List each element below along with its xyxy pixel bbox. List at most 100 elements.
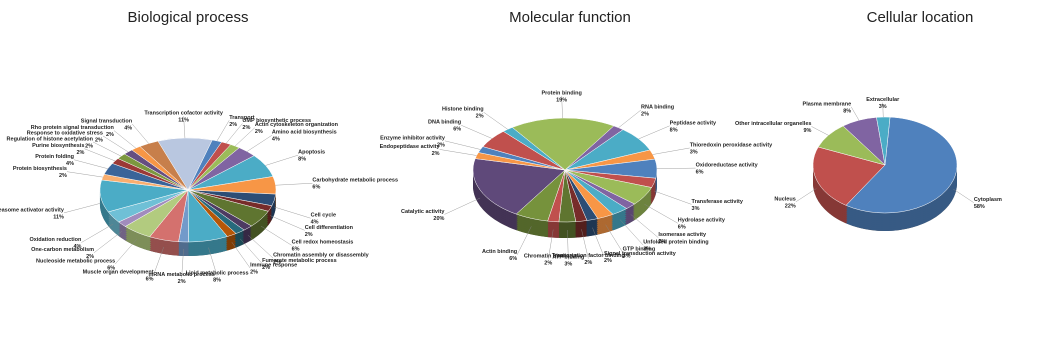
slice-value-label: 2% — [76, 150, 84, 156]
slice-value-label: 4% — [73, 244, 81, 250]
slice-value-label: 2% — [242, 125, 250, 131]
slice-value-label: 4% — [272, 137, 280, 143]
leader-line — [270, 215, 305, 231]
slice-label: Histone binding — [442, 107, 484, 113]
slice-value-label: 2% — [250, 270, 258, 276]
slice-value-label: 2% — [658, 239, 666, 245]
slice-value-label: 6% — [312, 185, 320, 191]
slice-label: Chromatin assembly or disassembly — [273, 253, 370, 259]
leader-line — [444, 197, 481, 215]
slice-label: Other intracellular organelles — [735, 121, 811, 127]
chart-title: Biological process — [128, 9, 249, 26]
slice-label: Muscle organ development — [83, 269, 154, 275]
leader-line — [461, 125, 492, 139]
slice-value-label: 6% — [146, 276, 154, 282]
slice-label: Fumarate metabolic process — [262, 258, 337, 264]
leader-line — [638, 125, 670, 140]
slice-label: Oxidation reduction — [29, 237, 82, 243]
leader-line — [444, 140, 481, 150]
slice-label: Response to oxidative stress — [27, 130, 103, 136]
leader-line — [113, 130, 136, 149]
slice-label: Cytoplasm — [974, 197, 1002, 203]
leader-line — [234, 127, 256, 147]
leader-line — [102, 135, 129, 153]
leader-line — [630, 214, 659, 238]
slice-label: Cell redox homeostasis — [292, 240, 354, 246]
leader-line — [132, 123, 149, 144]
slice-value-label: 2% — [476, 114, 484, 120]
leader-line — [953, 188, 974, 203]
leader-line — [240, 238, 263, 264]
leader-line — [247, 234, 274, 259]
leader-line — [226, 123, 243, 144]
slice-value-label: 2% — [59, 173, 67, 179]
slice-label: Nucleoside metabolic process — [36, 258, 115, 264]
slice-label: UMP biosynthetic process — [242, 118, 311, 124]
leader-line — [183, 116, 186, 139]
leader-line — [265, 154, 299, 166]
slice-label: Enzyme inhibitor activity — [380, 135, 446, 141]
slice-label: Plasma membrane — [803, 101, 852, 107]
leader-line — [795, 188, 817, 203]
leader-line — [548, 229, 554, 260]
leader-line — [592, 227, 605, 257]
slice-label: Transferase activity — [692, 199, 744, 205]
leader-line — [246, 135, 273, 152]
slice-value-label: 4% — [311, 220, 319, 226]
leader-line — [654, 190, 692, 205]
slice-value-label: 2% — [273, 260, 281, 266]
slice-value-label: 2% — [584, 260, 592, 266]
slice-label: Thioredoxin peroxidase activity — [690, 142, 773, 148]
leader-line — [618, 109, 642, 128]
slice-label: RNA binding — [641, 104, 674, 110]
leader-line — [81, 223, 114, 243]
leader-line — [850, 106, 860, 121]
slice-label: Chromatin binding — [524, 254, 573, 260]
slice-value-label: 2% — [604, 258, 612, 264]
slice-label: Unfolded protein binding — [643, 240, 708, 246]
leader-line — [483, 112, 508, 130]
slice-label: Actin binding — [482, 249, 517, 255]
slice-value-label: 2% — [86, 254, 94, 260]
chart-title: Cellular location — [867, 9, 974, 26]
leader-line — [66, 171, 103, 178]
slice-label: Proteasome activator activity — [0, 207, 65, 213]
slice-value-label: 11% — [53, 214, 64, 220]
leader-line — [652, 147, 690, 155]
slice-value-label: 6% — [453, 127, 461, 133]
slice-value-label: 2% — [95, 137, 103, 143]
slice-label: Amino acid biosynthesis — [272, 130, 337, 136]
leader-line — [63, 203, 101, 214]
slice-value-label: 2% — [305, 232, 313, 238]
leader-line — [208, 247, 218, 276]
leader-line — [882, 102, 884, 118]
slice-value-label: 3% — [564, 261, 572, 267]
slice-value-label: 6% — [107, 265, 115, 271]
slice-label: Catalytic activity — [401, 209, 445, 215]
slice-value-label: 3% — [643, 247, 651, 253]
slice-value-label: 8% — [843, 108, 851, 114]
slice — [812, 146, 886, 206]
leader-line — [216, 120, 230, 142]
leader-line — [260, 225, 292, 246]
slice-label: Purine biosynthesis — [32, 143, 84, 149]
slice-value-label: 6% — [292, 247, 300, 253]
leader-line — [92, 141, 122, 157]
slice-label: Hydrolase activity — [678, 218, 726, 224]
leader-line — [439, 149, 477, 156]
slice — [876, 116, 891, 166]
slice-label: Signal transduction activity — [604, 251, 677, 257]
leader-line — [115, 239, 137, 265]
slice-value-label: 2% — [437, 142, 445, 148]
leader-line — [811, 126, 829, 136]
slice-value-label: 3% — [692, 206, 700, 212]
slice-value-label: 3% — [690, 149, 698, 155]
slice-label: Endopeptidase activity — [380, 144, 441, 150]
leader-line — [581, 229, 589, 259]
slice-label: Regulation of histone acetylation — [7, 136, 94, 142]
slice-value-label: 2% — [178, 279, 186, 285]
slice-value-label: 3% — [879, 104, 887, 110]
slice-label: Isomerase activity — [658, 232, 707, 238]
slice-label: Rho protein signal transduction — [31, 125, 115, 131]
